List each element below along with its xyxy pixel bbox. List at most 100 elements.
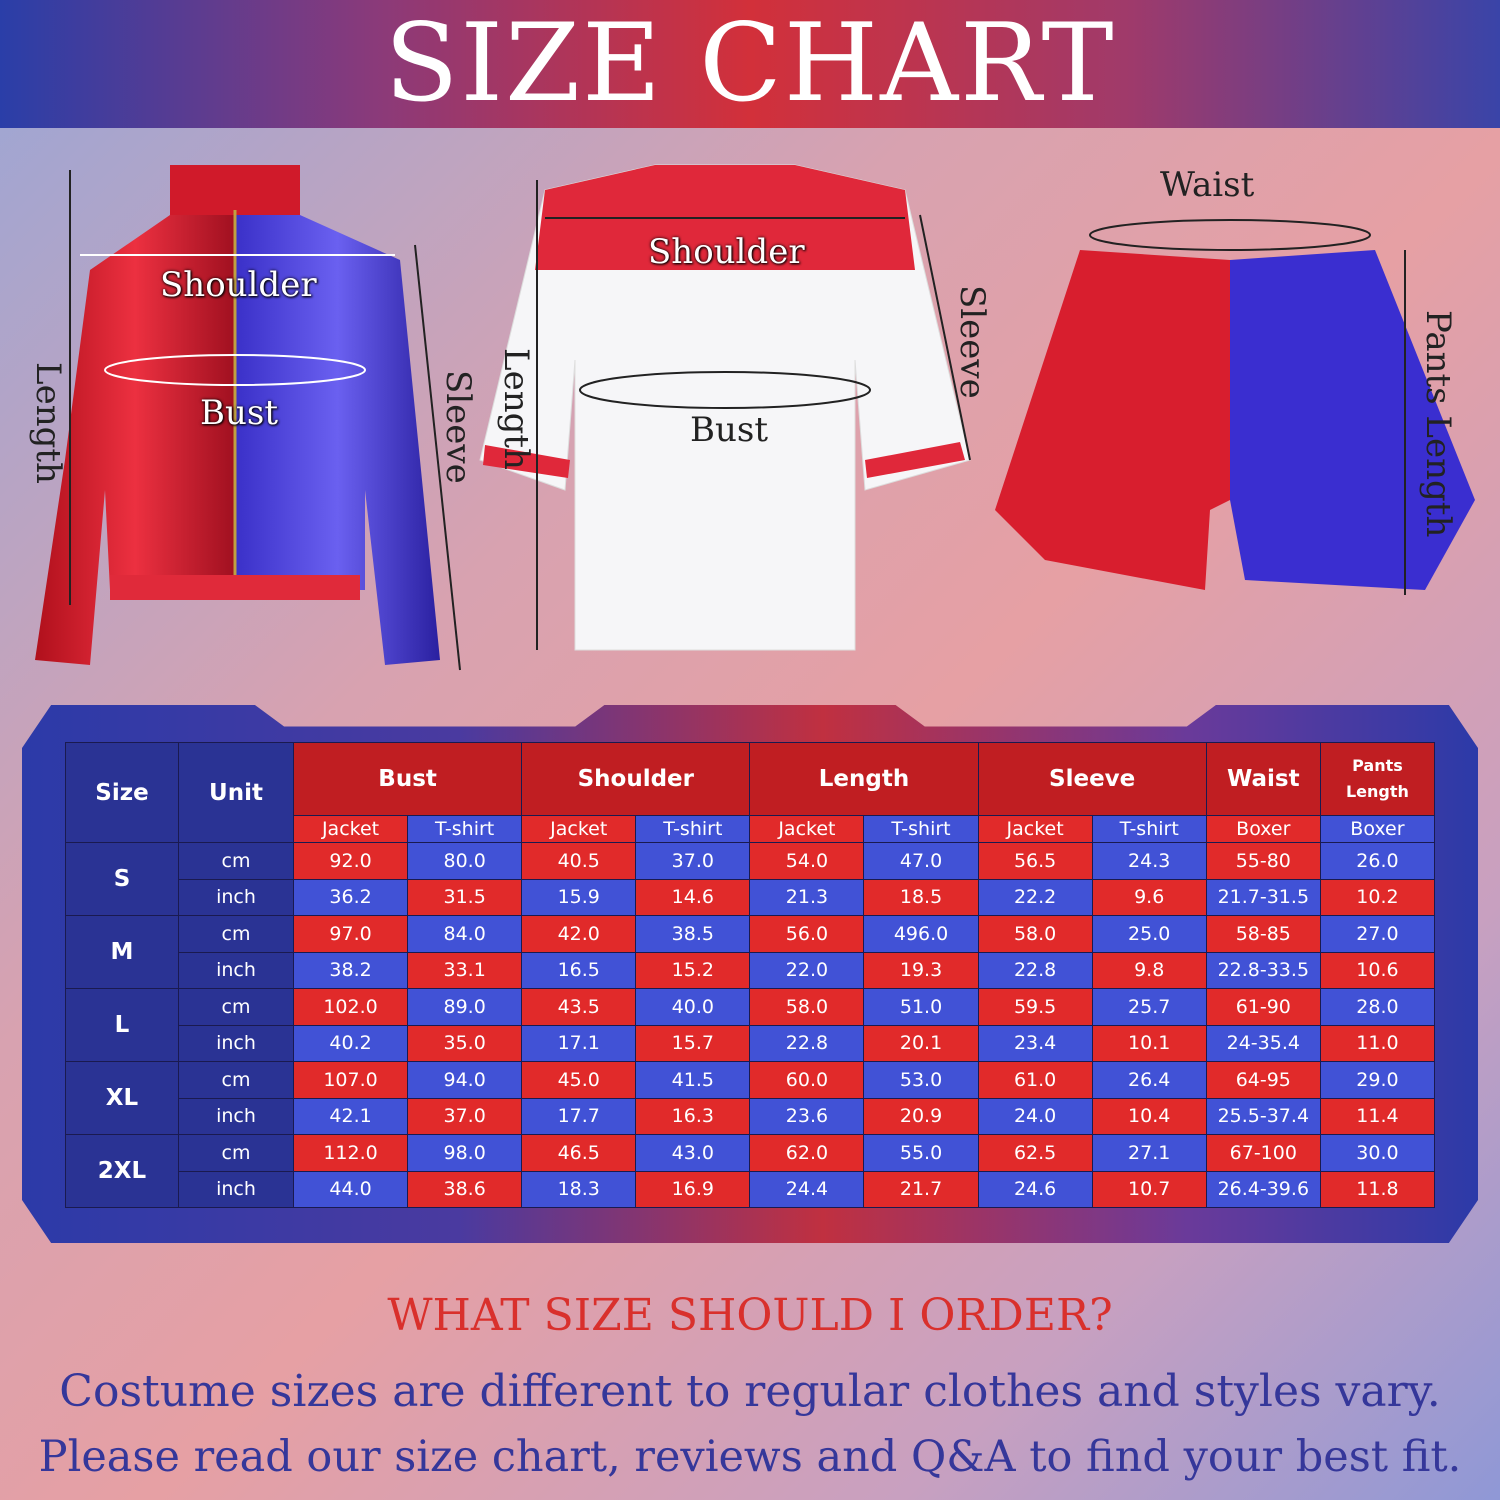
table-row: inch 44.0 38.6 18.3 16.9 24.4 21.7 24.6 10.7 26.4… xyxy=(66,1170,1436,1208)
jacket-shoulder-label: Shoulder xyxy=(160,265,317,305)
value-cell: 40.2 xyxy=(292,1024,409,1062)
value-cell: 496.0 xyxy=(863,915,979,953)
unit-cell: cm xyxy=(178,1061,294,1099)
unit-cell: inch xyxy=(178,1170,294,1208)
title-banner xyxy=(0,0,1500,128)
value-cell: 58.0 xyxy=(749,988,865,1026)
unit-cell: cm xyxy=(178,915,294,953)
value-cell: 28.0 xyxy=(1319,988,1436,1026)
sub-header: Jacket xyxy=(292,815,409,843)
sub-header: T-shirt xyxy=(863,815,979,843)
group-header: Pants Length xyxy=(1319,742,1436,816)
value-cell: 19.3 xyxy=(863,951,979,989)
value-cell: 37.0 xyxy=(635,842,751,880)
value-cell: 22.8 xyxy=(977,951,1093,989)
tshirt-bust-label: Bust xyxy=(690,410,768,450)
footer-line-1: Costume sizes are different to regular c… xyxy=(59,1366,1441,1417)
value-cell: 22.0 xyxy=(749,951,865,989)
value-cell: 40.0 xyxy=(635,988,751,1026)
value-cell: 27.0 xyxy=(1319,915,1436,953)
value-cell: 15.2 xyxy=(635,951,751,989)
value-cell: 37.0 xyxy=(407,1097,523,1135)
value-cell: 80.0 xyxy=(407,842,523,880)
value-cell: 14.6 xyxy=(635,878,751,916)
value-cell: 43.0 xyxy=(635,1134,751,1172)
value-cell: 22.8-33.5 xyxy=(1205,951,1321,989)
value-cell: 41.5 xyxy=(635,1061,751,1099)
value-cell: 17.7 xyxy=(521,1097,637,1135)
value-cell: 16.9 xyxy=(635,1170,751,1208)
tshirt-shoulder-label: Shoulder xyxy=(648,232,805,272)
value-cell: 10.4 xyxy=(1091,1097,1207,1135)
value-cell: 15.7 xyxy=(635,1024,751,1062)
group-header: Length xyxy=(749,742,979,816)
value-cell: 31.5 xyxy=(407,878,523,916)
table-row: XL cm 107.0 94.0 45.0 41.5 60.0 53.0 61.0 26.4 64-… xyxy=(65,1061,1436,1135)
value-cell: 15.9 xyxy=(521,878,637,916)
value-cell: 9.8 xyxy=(1091,951,1207,989)
value-cell: 11.4 xyxy=(1319,1097,1436,1135)
sub-header: Jacket xyxy=(977,815,1093,843)
sub-header: Boxer xyxy=(1319,815,1436,843)
value-cell: 26.4 xyxy=(1091,1061,1207,1099)
value-cell: 60.0 xyxy=(749,1061,865,1099)
sub-header: Boxer xyxy=(1205,815,1321,843)
value-cell: 59.5 xyxy=(977,988,1093,1026)
value-cell: 33.1 xyxy=(407,951,523,989)
value-cell: 94.0 xyxy=(407,1061,523,1099)
value-cell: 10.6 xyxy=(1319,951,1436,989)
value-cell: 51.0 xyxy=(863,988,979,1026)
value-cell: 18.3 xyxy=(521,1170,637,1208)
value-cell: 20.1 xyxy=(863,1024,979,1062)
value-cell: 17.1 xyxy=(521,1024,637,1062)
size-header: Size xyxy=(65,742,179,843)
value-cell: 25.0 xyxy=(1091,915,1207,953)
size-cell: XL xyxy=(65,1061,179,1135)
value-cell: 24.0 xyxy=(977,1097,1093,1135)
sub-header: Jacket xyxy=(749,815,865,843)
value-cell: 38.6 xyxy=(407,1170,523,1208)
value-cell: 61.0 xyxy=(977,1061,1093,1099)
size-table: Size Unit Bust Shoulder Length Sleeve Waist P… xyxy=(65,742,1436,1208)
sub-header: T-shirt xyxy=(635,815,751,843)
value-cell: 47.0 xyxy=(863,842,979,880)
value-cell: 55.0 xyxy=(863,1134,979,1172)
value-cell: 45.0 xyxy=(521,1061,637,1099)
value-cell: 21.7-31.5 xyxy=(1205,878,1321,916)
value-cell: 112.0 xyxy=(292,1134,409,1172)
value-cell: 40.5 xyxy=(521,842,637,880)
table-row: inch 40.2 35.0 17.1 15.7 22.8 20.1 23.4 10.1 24-3… xyxy=(66,1024,1436,1062)
value-cell: 11.0 xyxy=(1319,1024,1436,1062)
value-cell: 21.7 xyxy=(863,1170,979,1208)
value-cell: 16.5 xyxy=(521,951,637,989)
value-cell: 24.3 xyxy=(1091,842,1207,880)
value-cell: 61-90 xyxy=(1205,988,1321,1026)
value-cell: 42.1 xyxy=(292,1097,409,1135)
size-cell: L xyxy=(65,988,179,1062)
value-cell: 38.2 xyxy=(292,951,409,989)
value-cell: 55-80 xyxy=(1205,842,1321,880)
jacket-bust-label: Bust xyxy=(200,393,278,433)
value-cell: 10.1 xyxy=(1091,1024,1207,1062)
value-cell: 42.0 xyxy=(521,915,637,953)
unit-cell: cm xyxy=(178,842,294,880)
value-cell: 84.0 xyxy=(407,915,523,953)
value-cell: 23.6 xyxy=(749,1097,865,1135)
sub-header: T-shirt xyxy=(1091,815,1207,843)
group-header: Waist xyxy=(1205,742,1321,816)
table-row: inch 38.2 33.1 16.5 15.2 22.0 19.3 22.8 9.8 22.8-… xyxy=(66,951,1436,989)
value-cell: 43.5 xyxy=(521,988,637,1026)
group-header: Sleeve xyxy=(977,742,1207,816)
size-cell: 2XL xyxy=(65,1134,179,1208)
unit-cell: cm xyxy=(178,988,294,1026)
value-cell: 97.0 xyxy=(292,915,409,953)
group-header: Shoulder xyxy=(521,742,751,816)
value-cell: 23.4 xyxy=(977,1024,1093,1062)
group-header: Bust xyxy=(292,742,523,816)
value-cell: 62.0 xyxy=(749,1134,865,1172)
value-cell: 92.0 xyxy=(292,842,409,880)
value-cell: 25.7 xyxy=(1091,988,1207,1026)
